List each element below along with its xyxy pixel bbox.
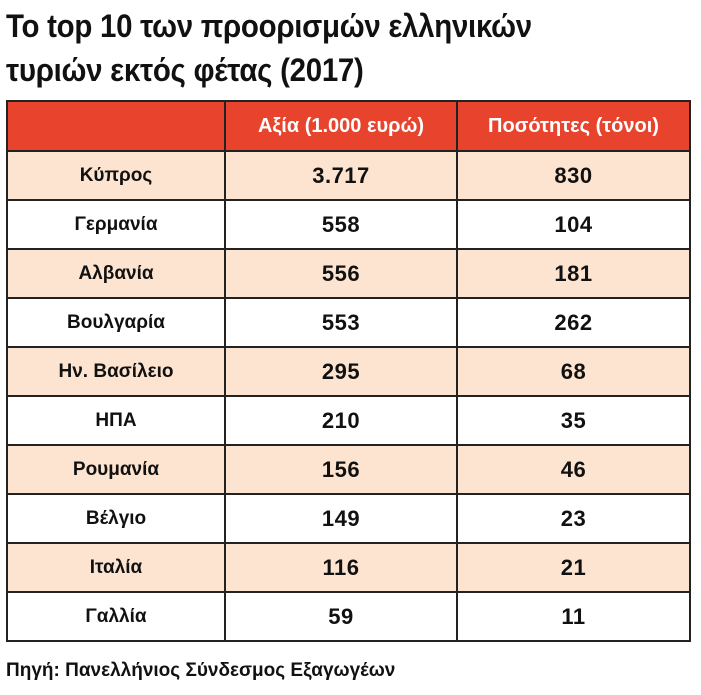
- page-title: Το top 10 των προορισμών ελληνικών τυριώ…: [6, 4, 641, 92]
- quantity-cell: 23: [456, 493, 691, 544]
- table-row: Γαλλία 59 11: [6, 591, 691, 642]
- title-line-2: τυριών εκτός φέτας (2017): [6, 52, 364, 88]
- table-row: Ρουμανία 156 46: [6, 444, 691, 495]
- title-line-1: Το top 10 των προορισμών ελληνικών: [6, 8, 532, 44]
- header-country: [6, 100, 226, 152]
- export-destinations-table: Αξία (1.000 ευρώ) Ποσότητες (τόνοι) Κύπρ…: [6, 100, 691, 642]
- value-cell: 149: [224, 493, 458, 544]
- value-cell: 210: [224, 395, 458, 446]
- value-cell: 553: [224, 297, 458, 348]
- table-row: Βέλγιο 149 23: [6, 493, 691, 544]
- value-cell: 295: [224, 346, 458, 397]
- header-quantity: Ποσότητες (τόνοι): [456, 100, 691, 152]
- source-note: Πηγή: Πανελλήνιος Σύνδεσμος Εξαγωγέων: [6, 660, 396, 681]
- country-cell: Ρουμανία: [6, 444, 226, 495]
- table-row: Κύπρος 3.717 830: [6, 150, 691, 201]
- quantity-cell: 104: [456, 199, 691, 250]
- value-cell: 116: [224, 542, 458, 593]
- value-cell: 156: [224, 444, 458, 495]
- table-row: Ην. Βασίλειο 295 68: [6, 346, 691, 397]
- quantity-cell: 11: [456, 591, 691, 642]
- value-cell: 558: [224, 199, 458, 250]
- table-row: Ιταλία 116 21: [6, 542, 691, 593]
- country-cell: Γαλλία: [6, 591, 226, 642]
- header-value: Αξία (1.000 ευρώ): [224, 100, 458, 152]
- country-cell: Κύπρος: [6, 150, 226, 201]
- table-row: Αλβανία 556 181: [6, 248, 691, 299]
- table-row: ΗΠΑ 210 35: [6, 395, 691, 446]
- value-cell: 556: [224, 248, 458, 299]
- quantity-cell: 46: [456, 444, 691, 495]
- country-cell: Ην. Βασίλειο: [6, 346, 226, 397]
- country-cell: Αλβανία: [6, 248, 226, 299]
- quantity-cell: 181: [456, 248, 691, 299]
- country-cell: Γερμανία: [6, 199, 226, 250]
- quantity-cell: 262: [456, 297, 691, 348]
- quantity-cell: 35: [456, 395, 691, 446]
- value-cell: 3.717: [224, 150, 458, 201]
- value-cell: 59: [224, 591, 458, 642]
- quantity-cell: 68: [456, 346, 691, 397]
- quantity-cell: 830: [456, 150, 691, 201]
- country-cell: ΗΠΑ: [6, 395, 226, 446]
- quantity-cell: 21: [456, 542, 691, 593]
- table-row: Γερμανία 558 104: [6, 199, 691, 250]
- table-row: Βουλγαρία 553 262: [6, 297, 691, 348]
- country-cell: Βέλγιο: [6, 493, 226, 544]
- country-cell: Ιταλία: [6, 542, 226, 593]
- country-cell: Βουλγαρία: [6, 297, 226, 348]
- table-header-row: Αξία (1.000 ευρώ) Ποσότητες (τόνοι): [6, 100, 691, 152]
